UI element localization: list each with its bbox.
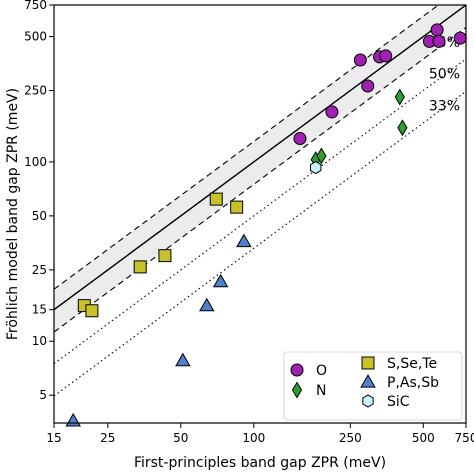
data-point	[397, 119, 408, 137]
legend-label: O	[316, 363, 327, 379]
data-point	[361, 79, 375, 93]
data-point	[209, 192, 223, 206]
data-point	[310, 160, 322, 175]
legend-marker	[360, 374, 376, 388]
series-sic	[310, 160, 322, 175]
y-axis-label: Fröhlich model band gap ZPR (meV)	[5, 88, 21, 340]
identity-line	[54, 5, 466, 311]
x-tick-label: 25	[100, 431, 115, 445]
x-axis-label: First-principles band gap ZPR (meV)	[134, 455, 386, 471]
data-point	[133, 260, 147, 274]
legend-label: SiC	[387, 394, 410, 410]
series-o	[293, 23, 467, 146]
y-tick-label: 250	[24, 84, 47, 98]
y-tick-label: 500	[24, 30, 47, 44]
legend-marker	[290, 363, 304, 377]
data-point	[379, 49, 393, 63]
ratio-line-50	[54, 58, 466, 365]
data-point	[212, 273, 229, 288]
data-point	[394, 88, 405, 106]
data-point	[316, 147, 327, 165]
x-tick-label: 15	[46, 431, 61, 445]
y-tick-label: 50	[32, 209, 47, 223]
ratio-label-50: 50%	[429, 66, 460, 82]
x-tick-label: 250	[339, 431, 362, 445]
legend-label: N	[316, 383, 326, 399]
y-tick-label: 10	[32, 334, 47, 348]
ratio-label-33: 33%	[429, 99, 460, 115]
data-point	[430, 23, 444, 37]
band-upper-line	[54, 5, 440, 290]
data-point	[453, 31, 467, 45]
data-point	[353, 53, 367, 67]
series-s-se-te	[77, 192, 244, 318]
legend-marker	[291, 381, 303, 399]
x-tick-label: 100	[242, 431, 265, 445]
data-point	[236, 233, 252, 248]
data-point	[199, 297, 215, 312]
ratio-line-75	[54, 26, 466, 333]
y-tick-label: 750	[24, 0, 47, 12]
legend-label: P,As,Sb	[387, 375, 439, 391]
y-tick-label: 100	[24, 155, 47, 169]
y-tick-label: 5	[39, 388, 47, 402]
y-tick-label: 15	[32, 303, 47, 317]
x-tick-label: 50	[173, 431, 188, 445]
data-point	[432, 34, 446, 48]
legend-label: S,Se,Te	[387, 356, 437, 372]
plot-frame	[53, 4, 467, 424]
data-point	[158, 249, 172, 263]
x-tick-label: 750	[455, 431, 474, 445]
data-point	[325, 105, 339, 119]
uncertainty-band	[54, 5, 466, 333]
data-point	[293, 132, 307, 146]
data-point	[230, 200, 244, 214]
x-tick-label: 500	[412, 431, 435, 445]
data-point	[175, 352, 191, 367]
data-point	[85, 304, 99, 318]
legend: ON S,Se,Te P,As,Sb SiC	[283, 351, 463, 421]
y-tick-label: 25	[32, 263, 47, 277]
legend-marker	[361, 356, 375, 370]
legend-marker	[362, 394, 374, 408]
data-point	[65, 412, 81, 427]
